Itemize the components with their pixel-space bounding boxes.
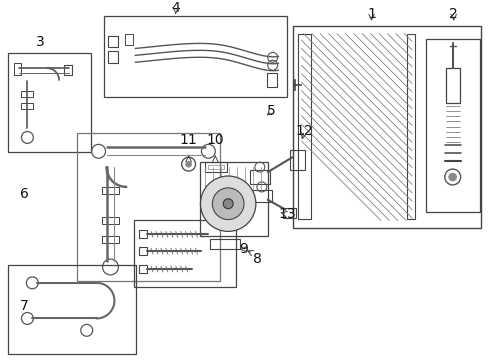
Bar [102, 237, 119, 243]
Bar [108, 51, 118, 63]
Text: 3: 3 [36, 35, 44, 49]
Bar [64, 65, 72, 75]
Bar [289, 150, 305, 170]
Bar [103, 16, 286, 97]
Text: 8: 8 [253, 252, 262, 266]
Circle shape [448, 173, 456, 181]
Text: 9: 9 [239, 242, 248, 256]
Bar [266, 73, 276, 87]
Bar [102, 217, 119, 224]
Bar [102, 187, 119, 194]
Bar [14, 63, 21, 75]
Circle shape [185, 161, 191, 167]
Text: 13: 13 [278, 207, 296, 221]
Circle shape [212, 188, 244, 220]
Bar [298, 33, 311, 219]
Bar [407, 33, 414, 219]
Text: 5: 5 [267, 104, 276, 118]
Bar [205, 162, 227, 172]
Bar [108, 36, 118, 48]
Bar [445, 68, 459, 103]
Bar [139, 265, 147, 273]
Bar [249, 170, 269, 184]
Bar [293, 26, 480, 229]
Text: 10: 10 [206, 134, 224, 147]
Bar [425, 39, 479, 212]
Text: 7: 7 [20, 298, 29, 312]
Bar [282, 208, 296, 217]
Bar [249, 190, 271, 202]
Bar [139, 247, 147, 255]
Bar [125, 33, 133, 45]
Text: 1: 1 [366, 7, 375, 21]
Bar [139, 230, 147, 238]
Text: 11: 11 [180, 134, 197, 147]
Bar [200, 162, 267, 237]
Bar [210, 239, 240, 249]
Circle shape [223, 199, 233, 209]
Bar [21, 103, 33, 109]
Text: 4: 4 [171, 1, 180, 15]
Bar [21, 91, 33, 97]
Text: 12: 12 [295, 123, 312, 138]
Circle shape [200, 176, 255, 231]
Text: 6: 6 [20, 187, 29, 201]
Bar [134, 220, 236, 287]
Bar [208, 165, 224, 169]
Text: 2: 2 [448, 7, 457, 21]
Bar [8, 265, 136, 354]
Bar [8, 53, 90, 152]
Bar [77, 132, 220, 281]
